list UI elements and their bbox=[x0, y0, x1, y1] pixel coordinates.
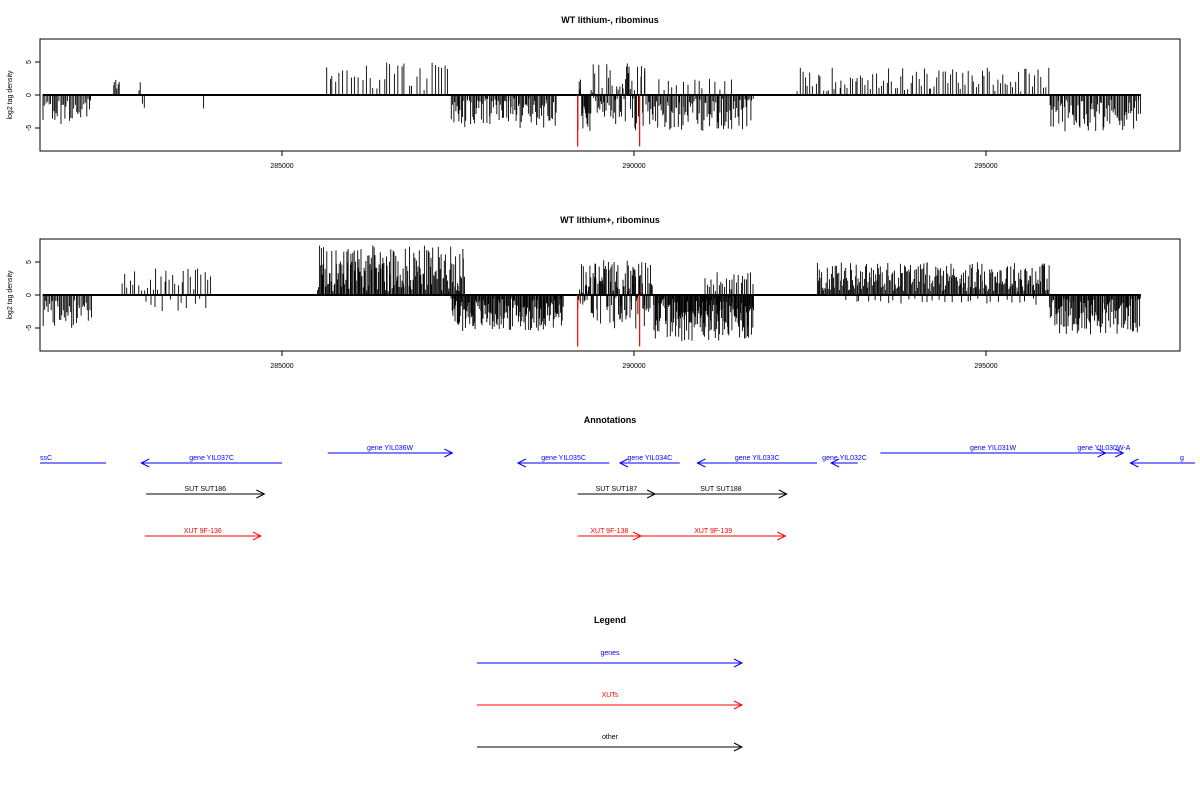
legend-title: Legend bbox=[594, 615, 626, 625]
y-tick-label: 0 bbox=[26, 93, 33, 97]
arrowhead-left bbox=[1129, 458, 1139, 468]
annotation-feature: ssC bbox=[40, 455, 106, 464]
arrowhead-right bbox=[733, 658, 744, 668]
y-tick-label: 5 bbox=[26, 60, 33, 64]
annotation-feature: gene YIL032C bbox=[822, 455, 867, 468]
arrowhead-left bbox=[696, 458, 706, 468]
x-axis: 285000 290000 295000 bbox=[270, 351, 998, 370]
x-tick-label: 295000 bbox=[974, 363, 997, 370]
arrowhead-right bbox=[777, 531, 787, 541]
feature-label: gene YIL030W-A bbox=[1077, 445, 1130, 452]
panel-title: WT lithium-, ribominus bbox=[561, 15, 659, 25]
y-axis: 5 0 -5 bbox=[26, 260, 40, 331]
feature-label: SUT SUT188 bbox=[700, 486, 742, 493]
density-panel-lithium-minus: WT lithium-, ribominus log2 tag density … bbox=[7, 15, 1181, 170]
annotation-feature: gene YIL037C bbox=[140, 455, 282, 468]
density-panel-lithium-plus: WT lithium+, ribominus log2 tag density … bbox=[7, 215, 1181, 370]
arrowhead-right bbox=[733, 700, 744, 710]
density-bars bbox=[42, 62, 1141, 147]
legend-label: genes bbox=[600, 650, 620, 657]
x-tick-label: 290000 bbox=[622, 163, 645, 170]
feature-label: gene YIL033C bbox=[735, 455, 780, 462]
arrowhead-left bbox=[830, 458, 840, 468]
legend-item: genes bbox=[477, 650, 744, 668]
y-axis-label: log2 tag density bbox=[7, 70, 14, 120]
x-axis: 285000 290000 295000 bbox=[270, 151, 998, 170]
annotations-panel: Annotations ssC gene YIL037C gene YIL036W g… bbox=[40, 415, 1195, 541]
y-axis-label: log2 tag density bbox=[7, 270, 14, 320]
feature-label: XUT 9F-138 bbox=[590, 528, 628, 535]
arrowhead-left bbox=[618, 458, 629, 468]
feature-label: g bbox=[1180, 455, 1184, 462]
legend-item: XUTs bbox=[477, 692, 744, 710]
arrowhead-left bbox=[140, 458, 150, 468]
x-tick-label: 295000 bbox=[974, 163, 997, 170]
feature-label: SUT SUT187 bbox=[596, 486, 638, 493]
feature-label: gene YIL034C bbox=[628, 455, 673, 462]
annotation-feature: gene YIL033C bbox=[696, 455, 818, 468]
legend-label: other bbox=[602, 734, 619, 741]
feature-label: ssC bbox=[40, 455, 52, 462]
arrowhead-right bbox=[1115, 448, 1125, 458]
feature-label: SUT SUT186 bbox=[185, 486, 227, 493]
annotation-feature: gene YIL034C bbox=[618, 455, 680, 468]
legend-label: XUTs bbox=[602, 692, 619, 699]
annotation-feature: XUT 9F-138 bbox=[577, 528, 643, 541]
panel-title: WT lithium+, ribominus bbox=[560, 215, 660, 225]
annotation-tracks: ssC gene YIL037C gene YIL036W gene YIL035C g… bbox=[40, 445, 1195, 541]
feature-label: gene YIL037C bbox=[189, 455, 234, 462]
annotation-feature: g bbox=[1129, 455, 1195, 468]
arrowhead-right bbox=[778, 489, 788, 499]
annotation-feature: SUT SUT186 bbox=[146, 486, 266, 499]
annotation-feature: XUT 9F-139 bbox=[641, 528, 787, 541]
arrowhead-left bbox=[516, 458, 527, 468]
y-tick-label: 0 bbox=[26, 293, 33, 297]
legend-items: genes XUTs other bbox=[477, 650, 744, 752]
legend-panel: Legend genes XUTs other bbox=[477, 615, 744, 752]
y-tick-label: -5 bbox=[26, 125, 33, 131]
feature-label: gene YIL036W bbox=[367, 445, 414, 452]
feature-label: XUT 9F-136 bbox=[184, 528, 222, 535]
annotations-title: Annotations bbox=[584, 415, 637, 425]
annotation-feature: gene YIL036W bbox=[327, 445, 454, 458]
annotation-feature: gene YIL031W bbox=[880, 445, 1107, 458]
feature-label: gene YIL032C bbox=[822, 455, 867, 462]
x-tick-label: 290000 bbox=[622, 363, 645, 370]
annotation-feature: SUT SUT187 bbox=[577, 486, 657, 499]
annotation-feature: gene YIL035C bbox=[516, 455, 610, 468]
feature-label: gene YIL031W bbox=[970, 445, 1017, 452]
arrowhead-right bbox=[444, 448, 454, 458]
arrowhead-right bbox=[256, 489, 266, 499]
feature-label: gene YIL035C bbox=[541, 455, 586, 462]
arrowhead-right bbox=[733, 742, 744, 752]
annotation-feature: gene YIL030W-A bbox=[1077, 445, 1131, 458]
x-tick-label: 285000 bbox=[270, 163, 293, 170]
legend-item: other bbox=[477, 734, 744, 752]
x-tick-label: 285000 bbox=[270, 363, 293, 370]
annotation-feature: SUT SUT188 bbox=[655, 486, 788, 499]
annotation-feature: XUT 9F-136 bbox=[144, 528, 262, 541]
density-bars bbox=[42, 245, 1141, 347]
arrowhead-right bbox=[252, 531, 262, 541]
y-tick-label: 5 bbox=[26, 260, 33, 264]
y-axis: 5 0 -5 bbox=[26, 60, 40, 131]
feature-label: XUT 9F-139 bbox=[694, 528, 732, 535]
y-tick-label: -5 bbox=[26, 325, 33, 331]
